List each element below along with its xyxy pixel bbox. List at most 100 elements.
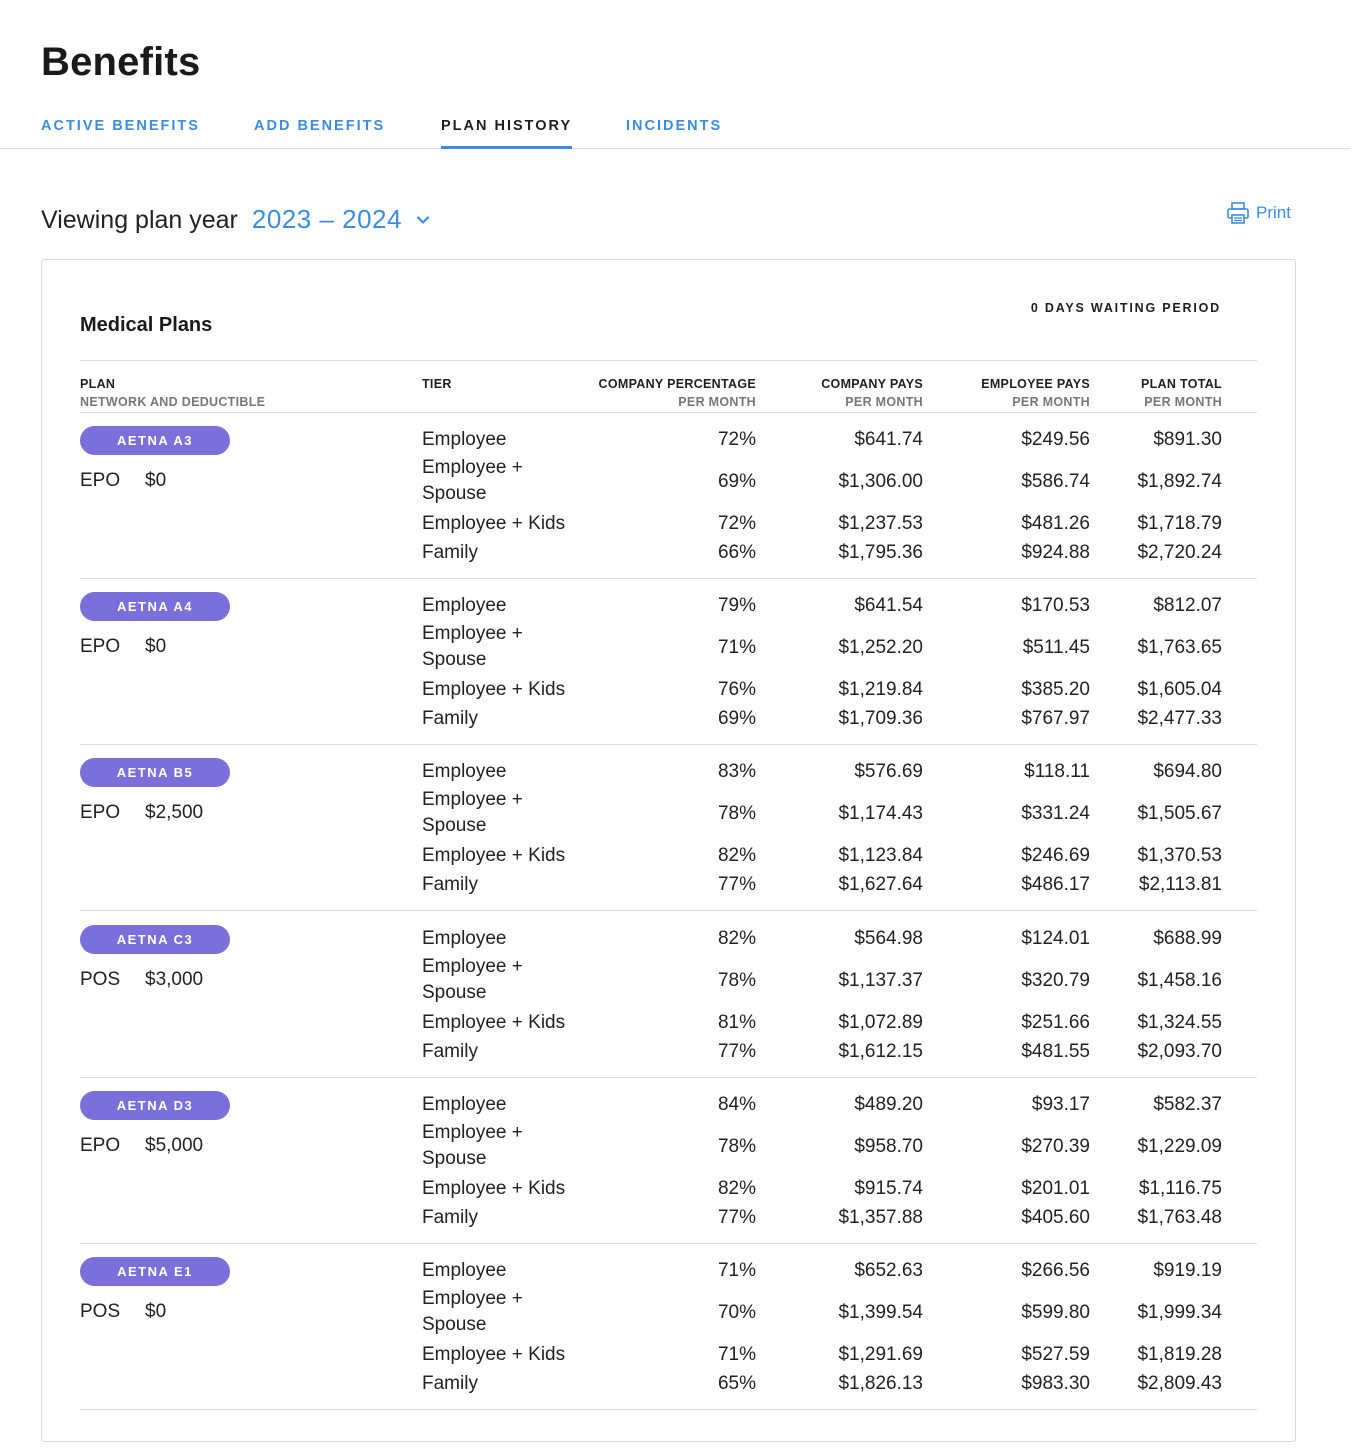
plan-total-value: $1,819.28 [1137, 1344, 1222, 1365]
plan-year-dropdown[interactable]: 2023 – 2024 [252, 204, 430, 235]
employee-pays-value: $481.55 [1021, 1040, 1090, 1062]
plan-total-value: $2,477.33 [1137, 708, 1222, 730]
company-pays-value: $1,612.15 [838, 1040, 923, 1062]
company-percentage-value: 79% [717, 595, 756, 617]
employee-pays-value: $249.56 [1021, 429, 1090, 450]
employee-pays-value: $331.24 [1021, 803, 1090, 825]
company-pays-value: $1,072.89 [838, 1011, 923, 1033]
company-pays-value: $564.98 [854, 927, 923, 949]
company-percentage-value: 76% [717, 679, 756, 701]
plan-year-value: 2023 – 2024 [251, 204, 402, 234]
company-pays-value: $1,252.20 [838, 637, 923, 659]
plan-name-badge: AETNA D3 [80, 1090, 230, 1120]
employee-pays-value: $527.59 [1021, 1344, 1090, 1365]
company-percentage-value: 71% [717, 637, 756, 659]
employee-pays-value: $251.66 [1021, 1011, 1090, 1033]
company-pays-value: $576.69 [854, 761, 923, 783]
plan-block: AETNA E1 POS $0 Employee 71% $652.63 $266.56 $9… [80, 1244, 1257, 1410]
company-percentage-value: 77% [717, 1040, 756, 1062]
plan-total-value: $688.99 [1153, 927, 1222, 949]
column-header-plan: PLAN NETWORK AND DEDUCTIBLE [80, 377, 266, 409]
plan-name-badge: AETNA C3 [80, 924, 230, 954]
tier-label: Family [422, 874, 478, 896]
plan-block: AETNA C3 POS $3,000 Employee 82% $564.98 $124.… [80, 912, 1257, 1078]
company-pays-value: $489.20 [854, 1093, 923, 1115]
company-percentage-value: 78% [717, 1135, 756, 1157]
company-pays-value: $1,826.13 [838, 1373, 923, 1394]
chevron-down-icon [416, 215, 430, 224]
print-label: Print [1256, 203, 1291, 222]
employee-pays-value: $270.39 [1021, 1135, 1090, 1157]
tier-label: Employee + Spouse [422, 955, 523, 1003]
viewing-label: Viewing plan year [41, 206, 238, 234]
plan-total-value: $1,505.67 [1137, 803, 1222, 825]
plan-name-badge: AETNA A3 [80, 426, 230, 455]
plan-name-badge: AETNA B5 [80, 758, 230, 788]
company-pays-value: $641.54 [854, 595, 923, 617]
plan-deductible: $0 [145, 1301, 167, 1322]
tier-label: Employee + Spouse [422, 1121, 523, 1169]
company-pays-value: $1,399.54 [838, 1302, 923, 1323]
print-button[interactable]: Print [1226, 201, 1291, 225]
plan-total-value: $2,093.70 [1137, 1040, 1222, 1062]
tier-label: Family [422, 542, 478, 563]
tier-label: Family [422, 708, 478, 730]
tier-label: Employee + Kids [422, 845, 566, 867]
medical-plans-card: Medical Plans 0 DAYS WAITING PERIOD PLAN… [41, 259, 1296, 1442]
employee-pays-value: $385.20 [1021, 679, 1090, 701]
employee-pays-value: $201.01 [1021, 1177, 1090, 1199]
plan-block: AETNA B5 EPO $2,500 Employee 83% $576.69 $118.… [80, 745, 1257, 912]
tier-label: Employee + Kids [422, 1011, 566, 1033]
tier-label: Employee + Spouse [422, 457, 523, 504]
plan-total-value: $2,113.81 [1138, 874, 1222, 896]
company-pays-value: $1,174.43 [838, 803, 923, 825]
plan-total-value: $1,763.65 [1137, 637, 1222, 659]
employee-pays-value: $481.26 [1021, 513, 1090, 534]
tier-label: Employee + Kids [422, 1177, 566, 1199]
company-percentage-value: 65% [717, 1373, 756, 1394]
company-pays-value: $1,357.88 [838, 1206, 923, 1228]
tier-label: Employee [422, 1093, 507, 1115]
company-percentage-value: 78% [717, 969, 756, 991]
plan-total-value: $1,763.48 [1137, 1206, 1222, 1228]
plan-total-value: $891.30 [1153, 429, 1222, 450]
company-pays-value: $1,291.69 [838, 1344, 923, 1365]
plan-total-value: $694.80 [1153, 761, 1222, 783]
company-percentage-value: 69% [717, 471, 756, 492]
page-title: Benefits [41, 40, 201, 84]
tier-label: Employee [422, 1260, 507, 1281]
plan-deductible: $2,500 [145, 802, 204, 824]
company-percentage-value: 84% [717, 1093, 756, 1115]
company-percentage-value: 72% [717, 429, 756, 450]
company-pays-value: $1,709.36 [838, 708, 923, 730]
plan-total-value: $2,809.43 [1137, 1373, 1222, 1394]
column-header-company-percentage: COMPANY PERCENTAGE PER MONTH [598, 377, 756, 409]
plan-deductible: $0 [145, 636, 167, 658]
plan-network: EPO [80, 636, 121, 658]
plan-block: AETNA A3 EPO $0 Employee 72% $641.74 $249.56 $8… [80, 413, 1257, 579]
plan-total-value: $1,892.74 [1137, 471, 1222, 492]
waiting-period: 0 DAYS WAITING PERIOD [1030, 301, 1221, 315]
tab-active-benefits[interactable]: ACTIVE BENEFITS [41, 118, 200, 134]
tier-label: Employee + Kids [422, 513, 566, 534]
employee-pays-value: $511.45 [1022, 637, 1090, 659]
company-percentage-value: 71% [717, 1260, 756, 1281]
company-percentage-value: 83% [717, 761, 756, 783]
tab-incidents[interactable]: INCIDENTS [626, 118, 723, 134]
tier-label: Employee + Kids [422, 679, 566, 701]
employee-pays-value: $124.01 [1021, 927, 1090, 949]
tier-label: Family [422, 1373, 478, 1394]
header-divider-bottom [80, 412, 1257, 413]
tier-label: Family [422, 1206, 478, 1228]
plan-year-selector: Viewing plan year 2023 – 2024 [41, 204, 430, 235]
plan-total-value: $1,718.79 [1137, 513, 1222, 534]
tab-add-benefits[interactable]: ADD BENEFITS [254, 118, 386, 134]
company-pays-value: $652.63 [854, 1260, 923, 1281]
plan-total-value: $1,324.55 [1137, 1011, 1222, 1033]
tab-plan-history[interactable]: PLAN HISTORY [441, 118, 573, 149]
plan-deductible: $5,000 [145, 1134, 204, 1156]
plan-network: EPO [80, 802, 121, 824]
company-pays-value: $1,137.37 [838, 969, 923, 991]
plan-total-value: $582.37 [1153, 1093, 1222, 1115]
company-percentage-value: 69% [717, 708, 756, 730]
